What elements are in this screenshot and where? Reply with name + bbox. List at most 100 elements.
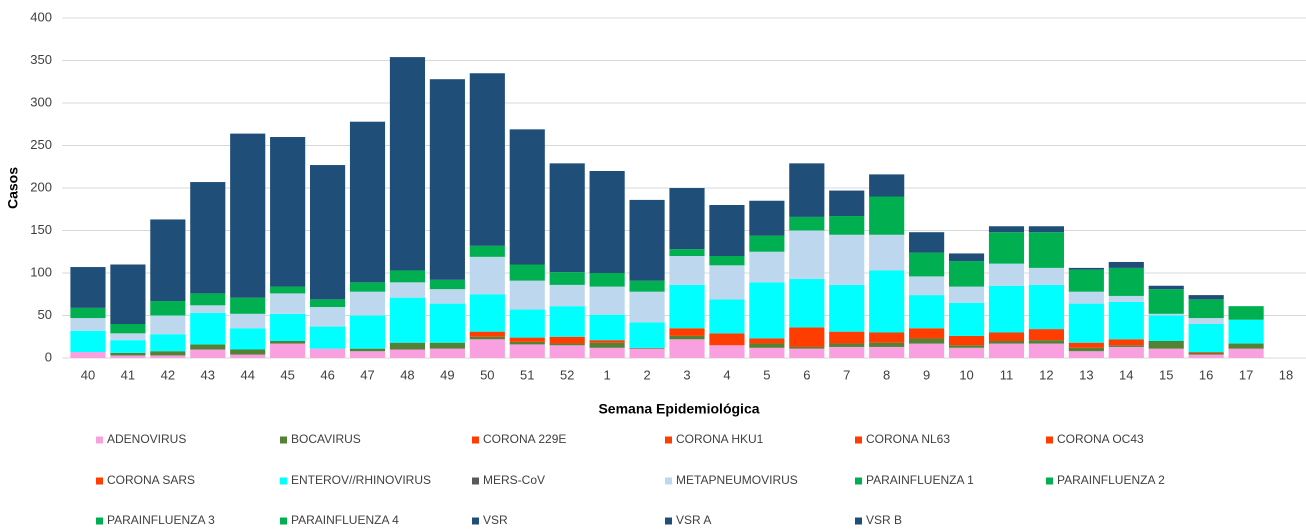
bar-segment — [589, 273, 625, 287]
bar-segment — [909, 295, 945, 329]
bar-segment — [589, 286, 625, 315]
legend-swatch — [472, 517, 479, 525]
legend-label: VSR B — [866, 513, 902, 527]
bar-segment — [1188, 324, 1224, 353]
bar-segment — [629, 291, 665, 323]
bar-segment — [230, 354, 266, 358]
legend-swatch — [96, 517, 103, 525]
x-tick-label: 17 — [1239, 367, 1253, 382]
bar-segment — [469, 73, 505, 246]
bar-segment — [349, 282, 386, 292]
bar-segment — [1108, 301, 1144, 340]
x-tick-label: 5 — [763, 367, 770, 382]
bar-segment — [948, 302, 985, 336]
x-tick-label: 16 — [1199, 367, 1213, 382]
bar-segment — [1068, 351, 1104, 358]
bar-segment — [150, 315, 186, 335]
bar-segment — [749, 251, 785, 283]
bar-segment — [629, 280, 665, 292]
bar-segment — [270, 286, 306, 294]
bar-segment — [429, 289, 465, 304]
bar-segment — [1028, 329, 1064, 341]
x-tick-label: 44 — [240, 367, 254, 382]
y-tick-label: 150 — [30, 222, 52, 237]
bar-segment — [190, 182, 226, 294]
bar-segment — [110, 324, 146, 334]
bar-segment — [70, 307, 106, 319]
bar-segment — [829, 234, 865, 285]
bar-segment — [469, 245, 505, 257]
x-tick-label: 3 — [683, 367, 690, 382]
bar-segment — [1188, 352, 1224, 355]
y-tick-label: 400 — [30, 9, 52, 24]
bar-segment — [549, 306, 585, 337]
y-axis-title: Casos — [5, 167, 21, 209]
x-tick-label: 1 — [604, 367, 611, 382]
bar-segment — [1228, 306, 1264, 320]
bar-segment — [310, 348, 346, 358]
x-tick-label: 46 — [320, 367, 334, 382]
bar-segment — [190, 344, 226, 350]
bar-segment — [1228, 343, 1264, 349]
bar-segment — [948, 335, 985, 346]
bar-segment — [150, 355, 186, 358]
bar-segment — [1108, 339, 1144, 346]
bar-segment — [829, 190, 865, 217]
bar-segment — [230, 328, 266, 350]
legend-label: VSR — [483, 513, 508, 527]
bar-segment — [789, 163, 825, 217]
bar-segment — [988, 263, 1025, 286]
bar-segment — [589, 340, 625, 343]
bar-segment — [869, 342, 905, 347]
legend-label: CORONA NL63 — [866, 432, 950, 446]
legend-label: CORONA 229E — [483, 432, 566, 446]
bar-segment — [789, 230, 825, 279]
bar-segment — [270, 293, 306, 314]
bar-segment — [549, 284, 585, 307]
x-tick-label: 6 — [803, 367, 810, 382]
x-tick-label: 13 — [1079, 367, 1093, 382]
bar-segment — [948, 347, 985, 358]
x-tick-label: 51 — [520, 367, 534, 382]
bar-segment — [988, 232, 1025, 264]
legend-label: CORONA HKU1 — [676, 432, 764, 446]
bar-segment — [988, 226, 1025, 233]
bar-segment — [829, 343, 865, 347]
bar-segment — [909, 343, 945, 358]
bar-segment — [190, 312, 226, 345]
bar-segment — [349, 291, 386, 316]
bar-segment — [749, 343, 785, 348]
bar-segment — [389, 270, 426, 283]
bar-segment — [270, 313, 306, 341]
bar-segment — [1148, 315, 1184, 341]
bar-segment — [509, 341, 545, 345]
bar-segment — [549, 343, 585, 346]
bar-segment — [310, 307, 346, 327]
legend-label: VSR A — [676, 513, 711, 527]
x-tick-label: 4 — [723, 367, 730, 382]
bar-segment — [669, 339, 705, 358]
bar-segment — [429, 348, 465, 358]
bar-segment — [749, 338, 785, 344]
x-tick-label: 9 — [923, 367, 930, 382]
bar-segment — [1108, 261, 1144, 268]
bar-segment — [469, 256, 505, 295]
bar-segment — [1188, 352, 1224, 353]
bar-segment — [669, 335, 705, 340]
bar-segment — [349, 315, 386, 349]
bar-segment — [789, 346, 825, 349]
bar-segment — [549, 272, 585, 285]
bar-segment — [1188, 318, 1224, 324]
bar-segment — [869, 196, 905, 235]
legend-label: MERS-CoV — [483, 473, 545, 487]
legend-label: ENTEROV//RHINOVIRUS — [291, 473, 431, 487]
bar-segment — [1188, 354, 1224, 358]
bar-segment — [509, 129, 545, 265]
legend-swatch — [96, 436, 103, 444]
bar-segment — [709, 345, 745, 358]
bar-segment — [389, 342, 426, 350]
bar-segment — [349, 351, 386, 358]
bar-segment — [749, 235, 785, 252]
bar-segment — [709, 256, 745, 266]
